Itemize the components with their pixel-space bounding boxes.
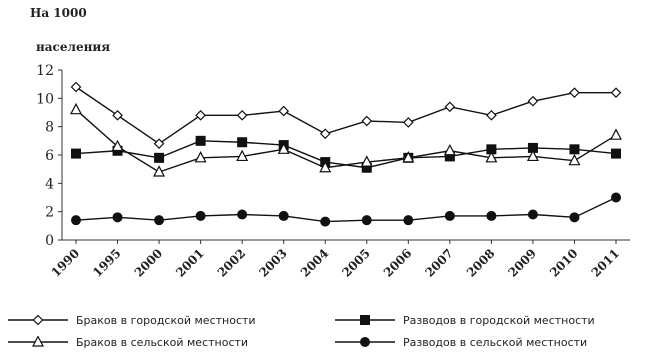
series-3-point-13 bbox=[611, 192, 621, 203]
legend-swatch-0 bbox=[8, 314, 68, 326]
series-2-point-11 bbox=[526, 149, 539, 162]
series-0-point-12 bbox=[569, 87, 580, 99]
y-tick-label-1: 2 bbox=[45, 205, 54, 221]
x-tick-label-11: 2009 bbox=[506, 246, 540, 280]
x-tick-label-5: 2003 bbox=[256, 246, 290, 280]
series-1-point-2 bbox=[154, 152, 165, 163]
y-tick-label-0: 0 bbox=[45, 233, 54, 249]
y-tick-label-4: 8 bbox=[45, 120, 54, 136]
series-0-point-1 bbox=[112, 109, 123, 121]
legend-swatch-marker-2 bbox=[32, 336, 44, 347]
x-tick-label-10: 2008 bbox=[464, 246, 498, 280]
series-line-3 bbox=[75, 196, 617, 223]
series-0-point-4 bbox=[236, 109, 248, 121]
series-2-point-9 bbox=[443, 143, 456, 156]
legend-swatch-1 bbox=[335, 315, 395, 325]
series-1-point-12 bbox=[569, 144, 580, 155]
series-2-point-7 bbox=[360, 155, 373, 167]
series-3-point-12 bbox=[569, 212, 580, 223]
series-0-point-2 bbox=[153, 138, 165, 150]
series-2-point-0 bbox=[70, 102, 82, 115]
series-3-point-3 bbox=[195, 210, 206, 221]
legend-swatch-marker-0 bbox=[32, 314, 44, 326]
series-3-point-4 bbox=[237, 209, 248, 220]
series-3-point-9 bbox=[444, 210, 455, 221]
y-axis-title-line1: На 1000 bbox=[30, 6, 87, 20]
legend-label-1: Разводов в городской местности bbox=[403, 313, 595, 327]
legend-swatch-marker-3 bbox=[360, 337, 370, 347]
series-3-point-11 bbox=[527, 209, 538, 220]
x-tick-label-12: 2010 bbox=[547, 246, 581, 280]
y-tick-label-3: 6 bbox=[45, 148, 54, 164]
series-line-0 bbox=[75, 86, 616, 145]
legend-swatch-marker-1 bbox=[360, 315, 370, 325]
series-3-point-5 bbox=[278, 210, 289, 221]
series-0-point-11 bbox=[527, 95, 539, 107]
x-tick-label-13: 2011 bbox=[589, 246, 623, 280]
series-3-point-6 bbox=[320, 216, 331, 227]
series-3-point-8 bbox=[403, 215, 414, 226]
series-2-point-5 bbox=[277, 142, 290, 154]
series-0-point-0 bbox=[70, 81, 82, 93]
series-3-point-0 bbox=[71, 215, 81, 226]
series-2-point-8 bbox=[402, 151, 415, 163]
legend-swatch-2 bbox=[8, 336, 68, 347]
y-tick-label-5: 10 bbox=[36, 91, 54, 107]
series-line-2 bbox=[75, 109, 617, 173]
series-2-point-2 bbox=[153, 165, 166, 177]
legend-label-3: Разводов в сельской местности bbox=[403, 335, 588, 349]
series-1-point-4 bbox=[237, 137, 248, 148]
series-2-point-4 bbox=[236, 149, 249, 162]
series-0-point-3 bbox=[195, 109, 206, 121]
legend-item-2: Браков в сельской местности bbox=[6, 332, 248, 352]
series-2-point-1 bbox=[111, 139, 124, 152]
series-2 bbox=[70, 102, 622, 177]
legend-label-2: Браков в сельской местности bbox=[76, 335, 249, 349]
x-tick-label-0: 1990 bbox=[49, 246, 83, 280]
series-0-point-8 bbox=[402, 117, 414, 128]
series-3-point-10 bbox=[486, 210, 497, 221]
series-1-point-0 bbox=[71, 148, 81, 159]
series-0-point-10 bbox=[486, 109, 497, 121]
y-tick-label-2: 4 bbox=[45, 176, 54, 192]
series-2-point-6 bbox=[319, 160, 332, 173]
series-3-point-2 bbox=[154, 215, 165, 226]
series-0 bbox=[70, 81, 622, 150]
legend-label-0: Браков в городской местности bbox=[76, 313, 256, 327]
x-tick-label-7: 2005 bbox=[339, 246, 373, 280]
series-0-point-6 bbox=[319, 128, 331, 140]
series-1-point-3 bbox=[195, 135, 206, 146]
legend-swatch-3 bbox=[335, 337, 395, 347]
x-tick-label-6: 2004 bbox=[298, 246, 332, 280]
series-3-point-1 bbox=[112, 212, 123, 223]
y-axis-title-line2: населения bbox=[36, 40, 111, 54]
series-2-point-13 bbox=[610, 128, 622, 140]
series-3-point-7 bbox=[361, 215, 372, 226]
x-tick-label-1: 1995 bbox=[90, 246, 124, 280]
series-0-point-7 bbox=[361, 115, 373, 127]
series-1-point-13 bbox=[611, 148, 621, 159]
x-tick-label-4: 2002 bbox=[215, 246, 249, 280]
legend: Браков в городской местности Разводов в … bbox=[0, 306, 653, 354]
series-2-point-10 bbox=[485, 151, 498, 163]
series-1 bbox=[71, 135, 621, 173]
y-tick-label-6: 12 bbox=[36, 63, 54, 79]
series-3 bbox=[71, 192, 621, 227]
x-tick-label-3: 2001 bbox=[173, 246, 207, 280]
series-0-point-9 bbox=[444, 101, 456, 113]
series-0-point-13 bbox=[610, 87, 622, 99]
series-2-point-12 bbox=[568, 153, 581, 166]
x-tick-label-9: 2007 bbox=[422, 246, 456, 280]
legend-item-0: Браков в городской местности bbox=[6, 310, 256, 330]
x-tick-label-8: 2006 bbox=[381, 246, 415, 280]
series-2-point-3 bbox=[194, 151, 207, 163]
legend-item-3: Разводов в сельской местности bbox=[333, 332, 587, 352]
series-0-point-5 bbox=[278, 105, 290, 117]
legend-item-1: Разводов в городской местности bbox=[333, 310, 595, 330]
x-tick-label-2: 2000 bbox=[132, 246, 166, 280]
